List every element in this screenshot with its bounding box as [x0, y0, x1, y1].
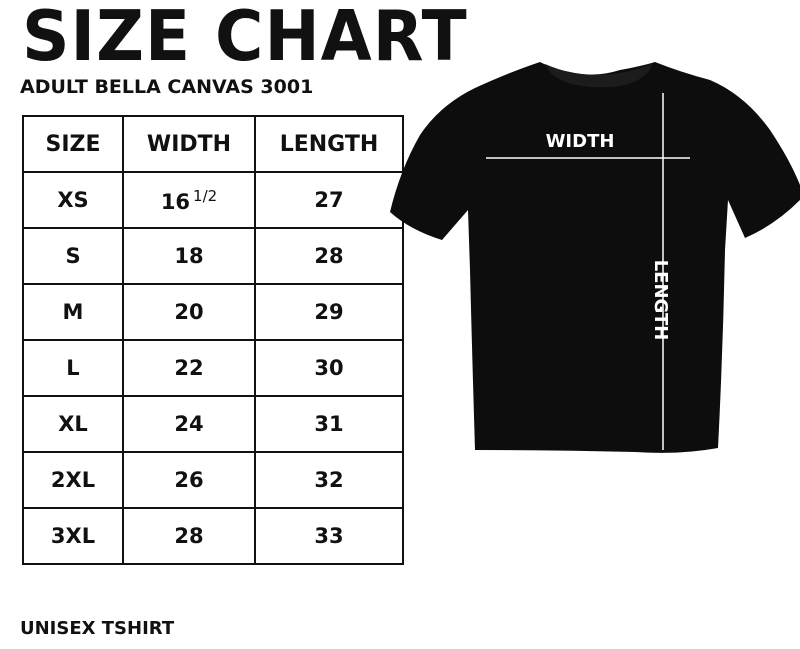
size-cell: XL [22, 395, 124, 453]
length-cell: 33 [254, 507, 404, 565]
tshirt-body [390, 62, 800, 453]
table-row: S 18 28 [22, 227, 404, 285]
width-cell: 16 1/2 [122, 171, 256, 229]
table-row: 2XL 26 32 [22, 451, 404, 509]
width-cell: 22 [122, 339, 256, 397]
tshirt-illustration: WIDTH LENGTH [390, 62, 800, 453]
width-value: 26 [174, 468, 204, 492]
width-cell: 24 [122, 395, 256, 453]
length-cell: 27 [254, 171, 404, 229]
size-cell: L [22, 339, 124, 397]
width-value: 18 [174, 244, 204, 268]
width-label: WIDTH [546, 131, 615, 152]
length-cell: 29 [254, 283, 404, 341]
size-cell: 2XL [22, 451, 124, 509]
length-cell: 28 [254, 227, 404, 285]
collar [545, 64, 652, 88]
size-cell: S [22, 227, 124, 285]
size-cell: M [22, 283, 124, 341]
table-row: 3XL 28 33 [22, 507, 404, 565]
length-label: LENGTH [650, 260, 671, 341]
width-cell: 26 [122, 451, 256, 509]
product-subtitle: ADULT BELLA CANVAS 3001 [20, 76, 314, 98]
width-fraction: 1/2 [193, 186, 218, 205]
width-value: 28 [174, 524, 204, 548]
width-cell: 20 [122, 283, 256, 341]
table-row: L 22 30 [22, 339, 404, 397]
width-cell: 28 [122, 507, 256, 565]
footer-label: UNISEX TSHIRT [20, 618, 175, 639]
table-header-row: SIZE WIDTH LENGTH [22, 115, 404, 173]
size-cell: XS [22, 171, 124, 229]
length-cell: 32 [254, 451, 404, 509]
table-row: XS 16 1/2 27 [22, 171, 404, 229]
page-title: SIZE CHART [22, 0, 468, 77]
width-value: 20 [174, 300, 204, 324]
width-value: 16 [160, 189, 191, 214]
width-value: 24 [174, 412, 204, 436]
length-cell: 31 [254, 395, 404, 453]
header-width: WIDTH [122, 115, 256, 173]
size-cell: 3XL [22, 507, 124, 565]
table-row: XL 24 31 [22, 395, 404, 453]
width-value: 22 [174, 356, 204, 380]
width-cell: 18 [122, 227, 256, 285]
length-cell: 30 [254, 339, 404, 397]
header-length: LENGTH [254, 115, 404, 173]
size-table: SIZE WIDTH LENGTH XS 16 1/2 27 S 18 28 M 20… [22, 115, 404, 565]
table-row: M 20 29 [22, 283, 404, 341]
header-size: SIZE [22, 115, 124, 173]
